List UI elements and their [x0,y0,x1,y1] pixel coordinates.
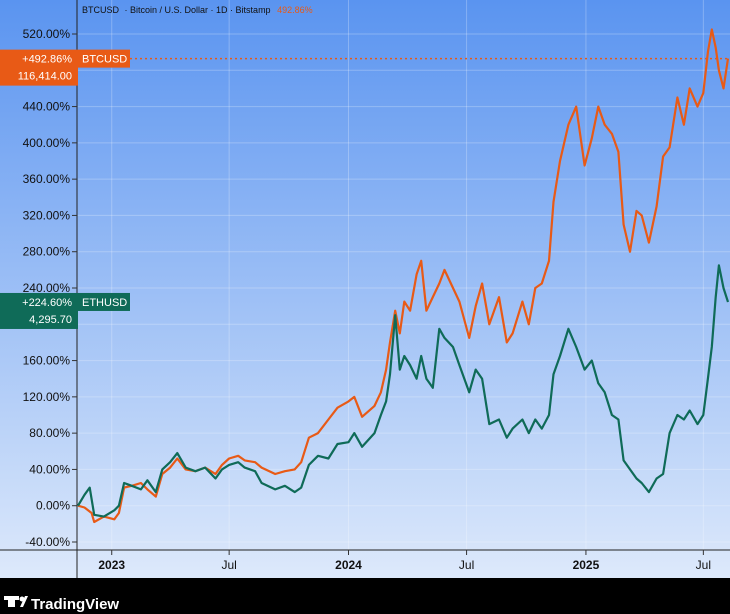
y-tick-label: 240.00% [23,281,71,295]
price-tag-box [0,49,78,86]
x-tick-label: 2023 [98,558,125,572]
price-tag-box [0,292,78,329]
series-line-btcusd [77,28,730,524]
price-tag-symbol-box [78,49,130,68]
x-tick-label: Jul [696,558,711,572]
series-line-ethusd [77,264,730,518]
y-tick-label: 160.00% [23,354,71,368]
price-tag-btcusd[interactable]: +492.86% BTCUSD 116,414.00 [0,49,130,86]
series-lines [77,28,730,524]
price-tag-symbol-box [78,292,130,311]
tradingview-logo-icon [4,596,28,607]
plot-background [0,0,730,578]
price-tag-ethusd[interactable]: +224.60% ETHUSD 4,295.70 [0,292,130,329]
x-tick-label: Jul [221,558,236,572]
y-tick-label: 40.00% [29,462,70,476]
y-tick-label: 120.00% [23,390,71,404]
chart-title-description: · Bitcoin / U.S. Dollar · 1D · Bitstamp [125,5,271,15]
y-tick-label: 280.00% [23,245,71,259]
y-tick-label: 0.00% [36,499,70,513]
y-tick-label: 320.00% [23,208,71,222]
price-tag-price: 116,414.00 [18,71,72,83]
price-tag-price: 4,295.70 [29,314,72,326]
price-tag-change: +492.86% [22,54,72,66]
y-tick-label: -40.00% [25,535,70,549]
price-tag-symbol: ETHUSD [82,297,127,309]
x-tick-label: 2025 [573,558,600,572]
price-tags: +492.86% BTCUSD 116,414.00 +224.60% ETHUSD 4,… [0,49,130,329]
chart-title-symbol: BTCUSD [82,5,120,15]
price-tag-change: +224.60% [22,297,72,309]
tradingview-logo[interactable]: TradingView [4,596,119,613]
grid-lines [78,0,730,550]
x-axis: 2023 Jul 2024 Jul 2025 Jul [98,550,711,572]
chart-title: BTCUSD · Bitcoin / U.S. Dollar · 1D · Bi… [82,5,313,15]
y-tick-label: 80.00% [29,426,70,440]
y-axis: 520.00%480.00%440.00%400.00%360.00%320.0… [23,27,77,549]
x-tick-label: 2024 [335,558,362,572]
x-tick-label: Jul [459,558,474,572]
y-tick-label: 520.00% [23,27,71,41]
brand-name: TradingView [31,596,119,613]
y-tick-label: 360.00% [23,172,71,186]
price-tag-symbol: BTCUSD [82,54,127,66]
y-tick-label: 440.00% [23,100,71,114]
chart-title-change: 492.86% [277,5,313,15]
y-tick-label: 400.00% [23,136,71,150]
